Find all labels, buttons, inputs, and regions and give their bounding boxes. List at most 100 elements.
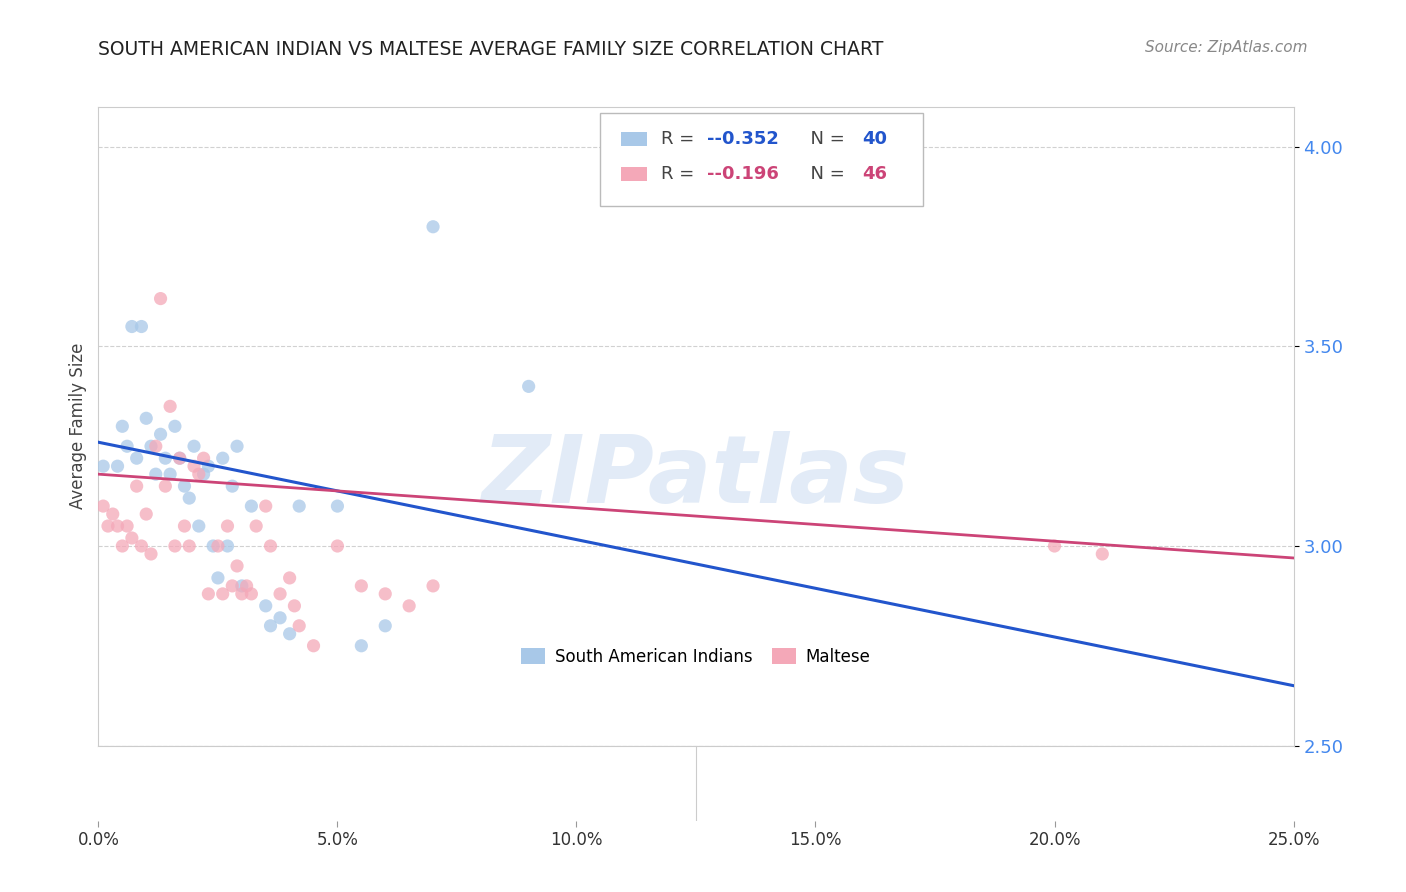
Point xyxy=(187,467,209,482)
Point xyxy=(231,579,253,593)
Point xyxy=(183,459,205,474)
Point xyxy=(221,479,243,493)
Point xyxy=(131,539,153,553)
Point xyxy=(115,439,138,453)
Point xyxy=(145,467,167,482)
Point xyxy=(145,439,167,453)
Point xyxy=(422,579,444,593)
Point xyxy=(107,519,129,533)
Point xyxy=(254,599,277,613)
Point xyxy=(131,319,153,334)
Text: --0.352: --0.352 xyxy=(707,130,779,148)
Point xyxy=(283,599,305,613)
Point xyxy=(149,292,172,306)
Point xyxy=(211,451,233,466)
Point xyxy=(269,587,291,601)
Point xyxy=(226,558,249,573)
Point xyxy=(350,639,373,653)
Text: N =: N = xyxy=(799,165,851,183)
Point xyxy=(169,451,191,466)
Point xyxy=(155,451,177,466)
Point xyxy=(231,587,253,601)
Point xyxy=(259,619,281,633)
Point xyxy=(398,599,420,613)
Point xyxy=(159,467,181,482)
FancyBboxPatch shape xyxy=(620,167,647,181)
Point xyxy=(97,519,120,533)
Point xyxy=(226,439,249,453)
Point xyxy=(121,531,143,545)
FancyBboxPatch shape xyxy=(600,113,922,206)
Point xyxy=(183,439,205,453)
Point xyxy=(163,539,186,553)
Point xyxy=(115,519,138,533)
Point xyxy=(187,519,209,533)
Text: R =: R = xyxy=(661,130,700,148)
Text: SOUTH AMERICAN INDIAN VS MALTESE AVERAGE FAMILY SIZE CORRELATION CHART: SOUTH AMERICAN INDIAN VS MALTESE AVERAGE… xyxy=(98,40,884,59)
Point xyxy=(374,619,396,633)
Point xyxy=(179,539,201,553)
Text: ZIPatlas: ZIPatlas xyxy=(482,432,910,524)
Point xyxy=(207,539,229,553)
Point xyxy=(350,579,373,593)
Point xyxy=(207,571,229,585)
Point xyxy=(211,587,233,601)
Point xyxy=(125,479,148,493)
Point xyxy=(135,411,157,425)
Point xyxy=(245,519,267,533)
Point xyxy=(173,479,195,493)
Y-axis label: Average Family Size: Average Family Size xyxy=(69,343,87,509)
Point xyxy=(278,571,301,585)
Point xyxy=(107,459,129,474)
Point xyxy=(101,507,124,521)
Text: R =: R = xyxy=(661,165,700,183)
Point xyxy=(269,611,291,625)
Point xyxy=(197,587,219,601)
Point xyxy=(254,499,277,513)
Point xyxy=(240,499,263,513)
Point xyxy=(125,451,148,466)
Point xyxy=(155,479,177,493)
Point xyxy=(139,547,162,561)
Point xyxy=(179,491,201,505)
Point xyxy=(374,587,396,601)
Point xyxy=(163,419,186,434)
Point xyxy=(91,499,114,513)
Point xyxy=(422,219,444,234)
Point xyxy=(1043,539,1066,553)
Point xyxy=(326,539,349,553)
Text: 46: 46 xyxy=(862,165,887,183)
Text: N =: N = xyxy=(799,130,851,148)
Point xyxy=(259,539,281,553)
Point xyxy=(197,459,219,474)
Legend: South American Indians, Maltese: South American Indians, Maltese xyxy=(515,641,877,673)
Point xyxy=(135,507,157,521)
Point xyxy=(121,319,143,334)
Point xyxy=(302,639,325,653)
Point xyxy=(217,519,239,533)
Point xyxy=(217,539,239,553)
Point xyxy=(240,587,263,601)
Point xyxy=(326,499,349,513)
Point xyxy=(111,419,134,434)
Point xyxy=(235,579,257,593)
Point xyxy=(288,499,311,513)
Point xyxy=(159,400,181,414)
Point xyxy=(517,379,540,393)
Point xyxy=(1091,547,1114,561)
Point xyxy=(111,539,134,553)
Point xyxy=(139,439,162,453)
Point xyxy=(173,519,195,533)
Text: --0.196: --0.196 xyxy=(707,165,779,183)
Point xyxy=(1139,750,1161,764)
Point xyxy=(169,451,191,466)
Text: 40: 40 xyxy=(862,130,887,148)
Text: Source: ZipAtlas.com: Source: ZipAtlas.com xyxy=(1144,40,1308,55)
FancyBboxPatch shape xyxy=(620,132,647,146)
Point xyxy=(202,539,225,553)
Point xyxy=(91,459,114,474)
Point xyxy=(288,619,311,633)
Point xyxy=(221,579,243,593)
Point xyxy=(193,467,215,482)
Point xyxy=(193,451,215,466)
